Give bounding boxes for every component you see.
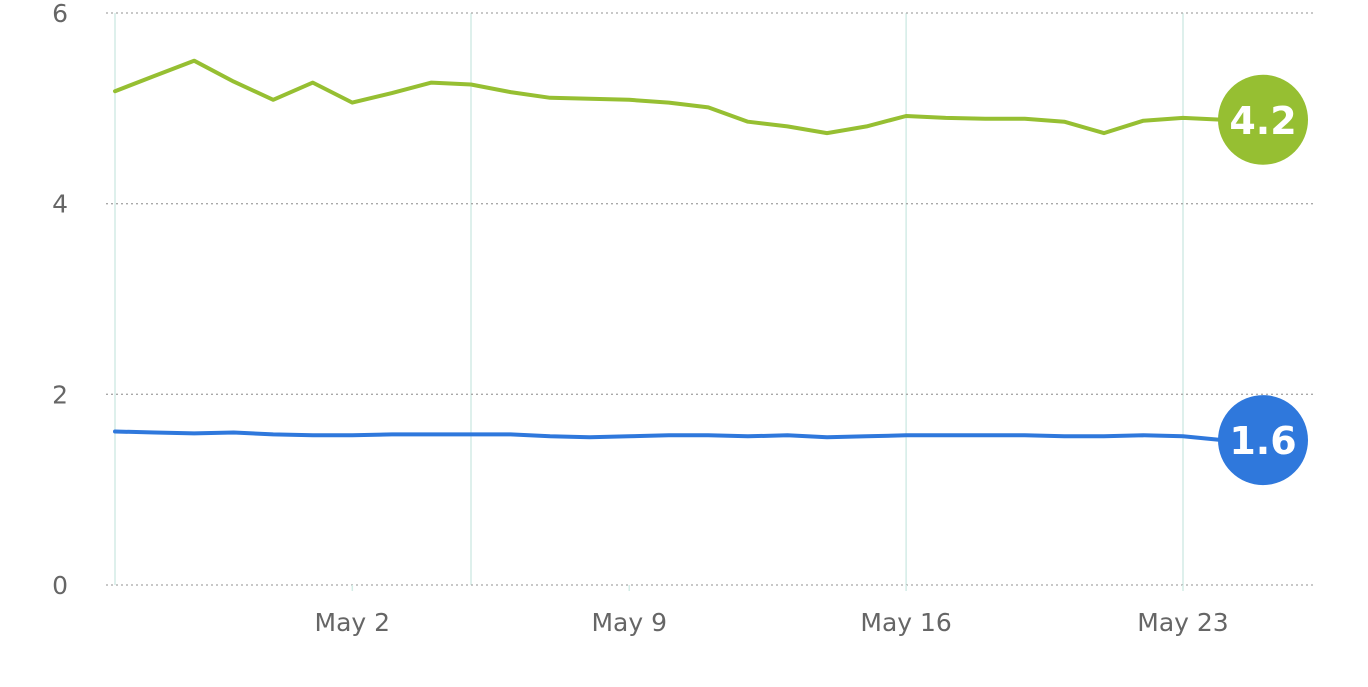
- x-tick-label: May 16: [860, 608, 951, 637]
- y-tick-label: 2: [52, 380, 68, 409]
- y-tick-label: 4: [52, 190, 68, 219]
- axes: 0 2 4 6 May 2 May 9 May 16 May 23: [52, 0, 1229, 637]
- y-tick-label: 6: [52, 0, 68, 28]
- series-line-1: [113, 429, 1225, 443]
- series-lines: [113, 58, 1225, 443]
- y-tick-label: 0: [52, 571, 68, 600]
- series-line-0: [113, 58, 1225, 136]
- grid: [106, 12, 1313, 586]
- end-value-label: 1.6: [1229, 419, 1296, 463]
- end-value-label: 4.2: [1229, 99, 1296, 143]
- x-tick-label: May 23: [1137, 608, 1228, 637]
- end-labels: 4.2 1.6: [1218, 74, 1308, 486]
- end-value-badge: [1218, 74, 1308, 165]
- x-tick-label: May 2: [315, 608, 391, 637]
- end-value-badge: [1218, 395, 1308, 486]
- x-tick-label: May 9: [591, 608, 667, 637]
